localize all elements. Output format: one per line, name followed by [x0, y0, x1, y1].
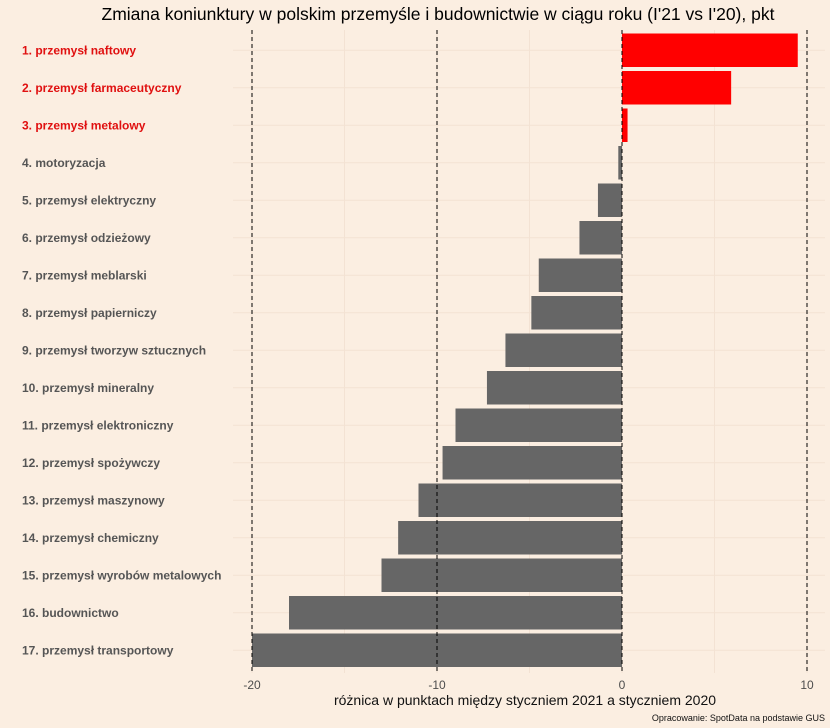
category-label: 13. przemysł maszynowy — [22, 493, 165, 507]
category-label: 11. przemysł elektroniczny — [22, 418, 174, 432]
caption: Opracowanie: SpotData na podstawie GUS — [652, 713, 825, 723]
bar — [486, 371, 622, 405]
bar — [618, 146, 622, 180]
category-label: 15. przemysł wyrobów metalowych — [22, 568, 221, 582]
bar — [398, 521, 622, 555]
category-label: 5. przemysł elektryczny — [22, 193, 156, 207]
category-label: 3. przemysł metalowy — [22, 118, 146, 132]
category-label: 2. przemysł farmaceutyczny — [22, 81, 182, 95]
bar — [622, 33, 798, 67]
reference-lines-layer — [251, 30, 808, 673]
bar — [597, 183, 622, 217]
bar — [442, 446, 622, 480]
x-tick-label: -20 — [243, 678, 261, 692]
x-tick-label: 0 — [619, 678, 626, 692]
bar — [381, 558, 622, 592]
category-labels-layer: 1. przemysł naftowy 2. przemysł farmaceut… — [22, 43, 221, 657]
bar — [579, 221, 622, 255]
category-label: 9. przemysł tworzyw sztucznych — [22, 343, 206, 357]
bar — [531, 296, 622, 330]
x-tick-labels-layer: -20 -10 0 10 — [243, 678, 814, 692]
bar — [505, 333, 622, 367]
category-label: 10. przemysł mineralny — [22, 381, 154, 395]
category-label: 16. budownictwo — [22, 606, 119, 620]
x-tick-label: -10 — [428, 678, 446, 692]
category-label: 17. przemysł transportowy — [22, 643, 174, 657]
x-axis-label: różnica w punktach między styczniem 2021… — [334, 692, 716, 708]
bar — [455, 408, 622, 442]
category-label: 14. przemysł chemiczny — [22, 531, 159, 545]
bar — [622, 108, 628, 142]
x-tick-label: 10 — [800, 678, 814, 692]
category-label: 7. przemysł meblarski — [22, 268, 147, 282]
bar — [622, 71, 732, 105]
category-label: 12. przemysł spożywczy — [22, 456, 160, 470]
bar — [289, 596, 622, 630]
category-label: 1. przemysł naftowy — [22, 43, 136, 57]
bar — [538, 258, 622, 292]
category-label: 6. przemysł odzieżowy — [22, 231, 151, 245]
category-label: 4. motoryzacja — [22, 156, 106, 170]
category-label: 8. przemysł papierniczy — [22, 306, 157, 320]
bar-layer — [252, 33, 798, 667]
bar — [418, 483, 622, 517]
chart-title: Zmiana koniunktury w polskim przemyśle i… — [102, 4, 775, 24]
